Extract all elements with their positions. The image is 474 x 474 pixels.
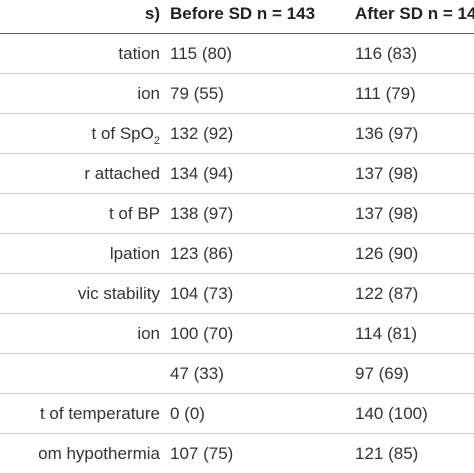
before-value: 47 (33) <box>170 363 224 383</box>
after-value: 121 (85) <box>355 443 419 463</box>
row-label: ion <box>137 323 160 343</box>
after-value: 137 (98) <box>355 203 419 223</box>
before-value: 100 (70) <box>170 323 234 343</box>
before-value: 0 (0) <box>170 403 205 423</box>
before-value: 138 (97) <box>170 203 234 223</box>
after-value: 111 (79) <box>355 83 416 103</box>
header-after-sd: After SD n = 14 <box>355 3 474 23</box>
header-before-sd: Before SD n = 143 <box>170 3 316 23</box>
after-value: 114 (81) <box>355 323 418 343</box>
after-value: 126 (90) <box>355 243 419 263</box>
row-label: t of SpO2 <box>91 123 161 147</box>
table-row: vic stability 104 (73) 122 (87) <box>0 274 474 314</box>
subscript: 2 <box>153 134 160 147</box>
after-value: 122 (87) <box>355 283 419 303</box>
header-label: s) <box>144 3 160 23</box>
table-row: ion 100 (70) 114 (81) <box>0 314 474 354</box>
header-before-cell: Before SD n = 143 <box>170 0 315 33</box>
before-value: 132 (92) <box>170 123 234 143</box>
after-value: 116 (83) <box>355 43 418 63</box>
after-value: 137 (98) <box>355 163 419 183</box>
before-value: 107 (75) <box>170 443 234 463</box>
before-value: 104 (73) <box>170 283 234 303</box>
row-label: tation <box>118 43 160 63</box>
row-label: vic stability <box>77 283 160 303</box>
header-after-cell: After SD n = 14 <box>355 0 474 33</box>
before-value: 123 (86) <box>170 243 234 263</box>
header-label-cell: s) <box>0 0 160 33</box>
row-label: om hypothermia <box>38 443 160 463</box>
table-row: t of SpO2 132 (92) 136 (97) <box>0 114 474 154</box>
row-label: r attached <box>84 163 160 183</box>
after-value: 136 (97) <box>355 123 419 143</box>
row-label: lpation <box>109 243 160 263</box>
table-row: lpation 123 (86) 126 (90) <box>0 234 474 274</box>
table-row: 47 (33) 97 (69) <box>0 354 474 394</box>
after-value: 97 (69) <box>355 363 409 383</box>
table-row: t of temperature 0 (0) 140 (100) <box>0 394 474 434</box>
row-label: t of BP <box>108 203 160 223</box>
table-row: t of BP 138 (97) 137 (98) <box>0 194 474 234</box>
table-header-row: s) Before SD n = 143 After SD n = 14 <box>0 0 474 34</box>
before-value: 115 (80) <box>170 43 233 63</box>
table-row: tation 115 (80) 116 (83) <box>0 34 474 74</box>
row-label: t of temperature <box>39 403 160 423</box>
table-row: om hypothermia 107 (75) 121 (85) <box>0 434 474 474</box>
before-value: 79 (55) <box>170 83 224 103</box>
table-row: r attached 134 (94) 137 (98) <box>0 154 474 194</box>
table-row: ion 79 (55) 111 (79) <box>0 74 474 114</box>
after-value: 140 (100) <box>355 403 428 423</box>
before-value: 134 (94) <box>170 163 234 183</box>
row-label: ion <box>137 83 160 103</box>
